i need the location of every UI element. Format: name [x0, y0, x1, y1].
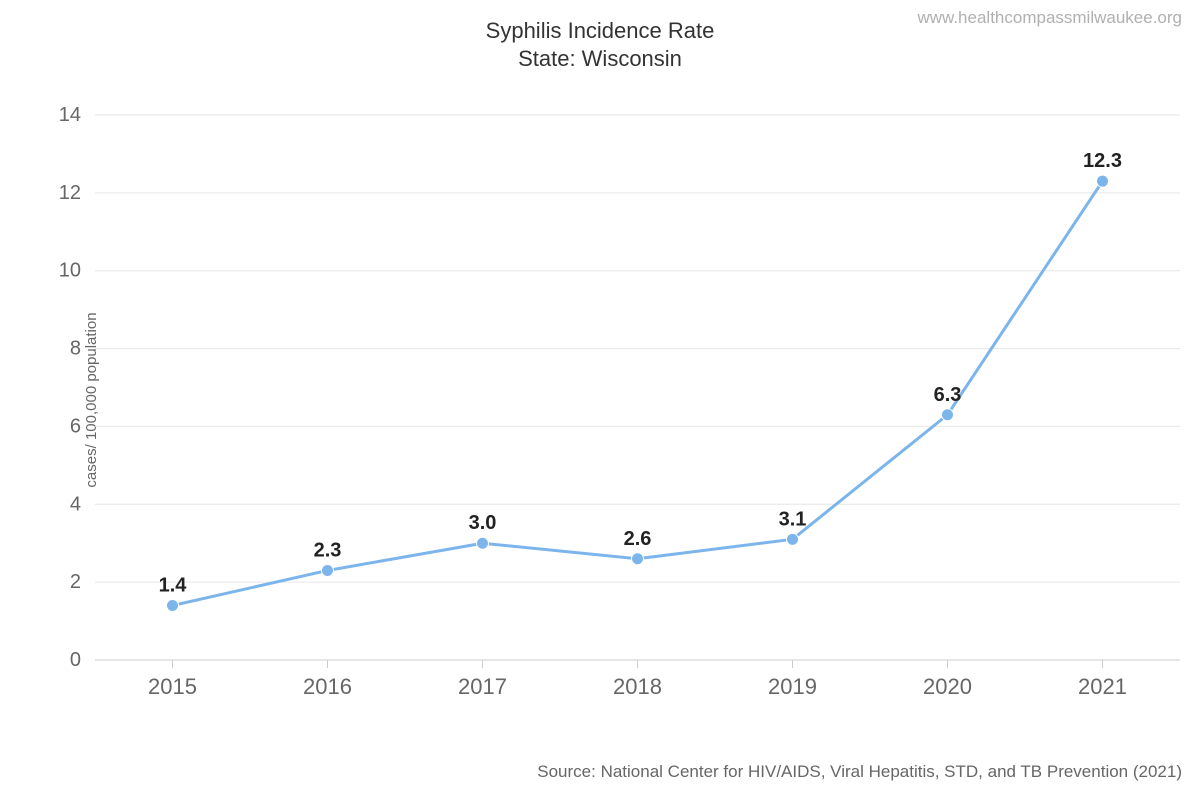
x-tick-label: 2016	[303, 674, 352, 699]
data-point	[1097, 175, 1109, 187]
data-point	[632, 553, 644, 565]
data-label: 2.3	[314, 539, 342, 561]
data-point	[942, 409, 954, 421]
data-point	[787, 533, 799, 545]
y-tick-label: 4	[70, 493, 81, 515]
data-label: 6.3	[934, 384, 962, 406]
y-tick-label: 10	[59, 260, 81, 282]
x-tick-label: 2020	[923, 674, 972, 699]
chart-svg: 0 2 4 6 8 10 12 14 2015 2016 2017 2018 2019 2020 2021 1…	[0, 0, 1200, 800]
y-tick-label: 2	[70, 571, 81, 593]
data-point	[167, 600, 179, 612]
x-tick-label: 2017	[458, 674, 507, 699]
y-tick-label: 0	[70, 649, 81, 671]
data-label: 3.0	[469, 512, 497, 534]
x-tick-label: 2015	[148, 674, 197, 699]
data-label: 2.6	[624, 528, 652, 550]
y-tick-label: 6	[70, 415, 81, 437]
x-tick-label: 2019	[768, 674, 817, 699]
x-tick-label: 2021	[1078, 674, 1127, 699]
data-point	[477, 537, 489, 549]
x-tick-label: 2018	[613, 674, 662, 699]
data-point	[322, 564, 334, 576]
data-label: 3.1	[779, 508, 807, 530]
data-label: 1.4	[159, 575, 188, 597]
data-label: 12.3	[1083, 150, 1122, 172]
y-tick-label: 14	[59, 104, 81, 126]
y-tick-label: 8	[70, 338, 81, 360]
y-tick-label: 12	[59, 182, 81, 204]
chart-container: www.healthcompassmilwaukee.org Syphilis …	[0, 0, 1200, 800]
